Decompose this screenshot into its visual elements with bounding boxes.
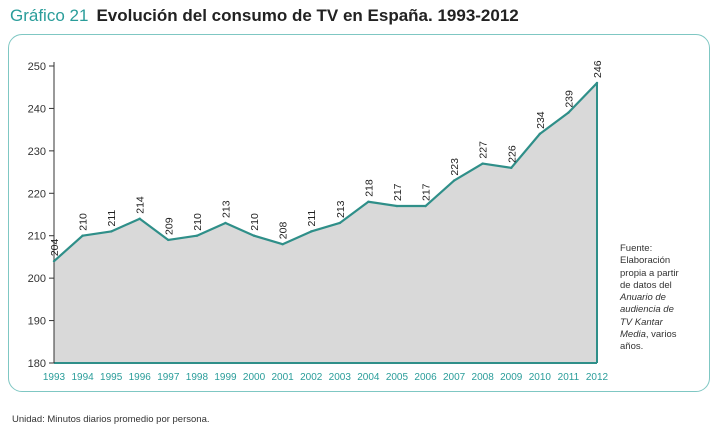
x-tick-label: 2000 (243, 372, 266, 383)
chart-title: Gráfico 21 Evolución del consumo de TV en… (10, 6, 519, 26)
x-tick-label: 2004 (357, 372, 380, 383)
source-line: propia a partir (620, 267, 679, 279)
unit-note: Unidad: Minutos diarios promedio por per… (12, 414, 210, 425)
data-label: 204 (49, 238, 61, 256)
x-tick-label: 1996 (129, 372, 152, 383)
data-point (452, 179, 456, 182)
data-label: 217 (392, 183, 404, 201)
x-tick-label: 2009 (500, 372, 523, 383)
source-line: años. (620, 341, 644, 353)
data-label: 211 (106, 210, 118, 227)
data-point (567, 111, 570, 114)
source-line: TV Kantar (620, 316, 663, 328)
data-point (224, 221, 227, 225)
data-point (167, 238, 170, 242)
data-point (538, 132, 542, 136)
y-tick-label: 190 (28, 316, 46, 328)
figure-title: Evolución del consumo de TV en España. 1… (96, 6, 519, 25)
data-label: 246 (592, 60, 604, 78)
data-label: 226 (506, 145, 518, 163)
data-label: 218 (363, 179, 375, 197)
data-label: 239 (563, 90, 575, 108)
data-label: 217 (421, 183, 433, 201)
x-tick-label: 1993 (43, 372, 66, 383)
x-tick-label: 1999 (214, 372, 237, 383)
data-point (109, 230, 113, 233)
area-fill (54, 82, 597, 363)
data-point (395, 204, 399, 208)
data-label: 234 (535, 111, 547, 129)
data-label: 209 (163, 217, 175, 235)
data-label: 208 (278, 222, 290, 240)
x-tick-label: 2012 (586, 372, 609, 383)
y-tick-label: 200 (28, 273, 46, 285)
x-tick-label: 2011 (558, 372, 580, 383)
y-tick-label: 250 (28, 61, 46, 73)
x-tick-label: 2006 (414, 372, 437, 383)
x-tick-label: 2007 (443, 372, 466, 383)
data-point (481, 162, 484, 165)
source-line: audiencia de (620, 304, 674, 316)
source-italic: Media (620, 329, 646, 341)
data-point (81, 234, 84, 237)
x-tick-label: 2008 (472, 372, 495, 383)
x-tick-label: 1994 (71, 372, 94, 383)
x-tick-label: 1998 (186, 372, 209, 383)
x-tick-label: 2002 (300, 372, 323, 383)
data-label: 210 (78, 213, 90, 231)
chart-frame (8, 34, 710, 392)
source-text: , varios (645, 329, 677, 341)
data-point (252, 234, 256, 237)
x-tick-label: 1997 (157, 372, 180, 383)
source-line: Media, varios (620, 329, 712, 341)
x-tick-label: 2005 (386, 372, 409, 383)
source-line: Elaboración (620, 255, 671, 267)
data-label: 227 (478, 141, 490, 159)
data-point (367, 200, 370, 203)
source-note: Fuente: Elaboración propia a partir de d… (620, 243, 712, 354)
data-point (138, 217, 141, 220)
series-line (53, 82, 598, 262)
data-point (310, 230, 313, 233)
y-tick-label: 240 (28, 103, 46, 115)
data-point (52, 259, 56, 263)
source-line: de datos del (620, 279, 672, 291)
data-label: 210 (249, 213, 261, 231)
y-tick-label: 230 (28, 146, 46, 158)
data-label: 213 (220, 200, 232, 218)
x-tick-label: 2010 (529, 372, 552, 383)
x-tick-label: 2001 (272, 372, 295, 383)
data-point (281, 243, 284, 246)
y-tick-label: 220 (28, 188, 46, 200)
data-label: 214 (135, 196, 147, 214)
data-point (195, 234, 199, 237)
data-label: 223 (449, 158, 461, 176)
y-tick-label: 180 (28, 358, 46, 370)
source-line: Fuente: (620, 243, 653, 254)
data-point (424, 204, 427, 208)
figure-label: Gráfico 21 (10, 6, 89, 25)
x-tick-label: 1995 (100, 372, 123, 383)
data-label: 213 (335, 200, 347, 218)
data-point (510, 166, 513, 170)
data-label: 211 (306, 210, 318, 227)
y-tick-label: 210 (28, 231, 46, 243)
data-point (595, 81, 599, 85)
data-label: 210 (192, 213, 204, 231)
data-point (338, 221, 341, 225)
x-tick-label: 2003 (329, 372, 352, 383)
source-line: Anuario de (620, 292, 666, 304)
